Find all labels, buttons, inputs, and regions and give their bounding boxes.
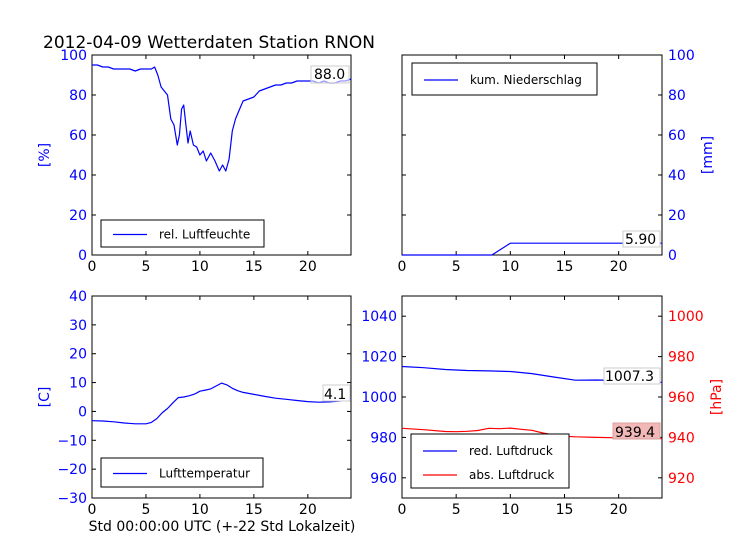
y-tick-label: 1020 xyxy=(361,350,397,366)
series-line xyxy=(402,242,662,256)
y-tick-label: −20 xyxy=(57,462,87,478)
chart-humidity: 0 5 10 15 20 0 20 40 60 80 100 [%] 88.0 rel. Luftfeuc… xyxy=(37,48,352,275)
plot-frame xyxy=(91,295,352,499)
current-value-label: 939.4 xyxy=(615,425,655,441)
y-tick-label: 40 xyxy=(668,168,686,184)
legend-box xyxy=(411,62,598,96)
x-tick-label: 20 xyxy=(610,259,628,275)
y-tick-label: −30 xyxy=(57,491,87,507)
y-tick-label: 980 xyxy=(370,430,397,446)
chart-pressure: 0 5 10 15 20 960 980 1000 1020 1040 920 940 960 980 10… xyxy=(361,295,725,518)
legend-label: abs. Luftdruck xyxy=(469,468,554,482)
legend-label: rel. Luftfeuchte xyxy=(159,228,250,242)
y-axis-label: [mm] xyxy=(700,136,716,174)
current-value-label: 1007.3 xyxy=(605,369,654,385)
y-axis-label-right: [hPa] xyxy=(709,379,725,415)
y-tick-label-right: 940 xyxy=(668,430,695,446)
page-title: 2012-04-09 Wetterdaten Station RNON xyxy=(43,33,375,53)
x-tick-label: 0 xyxy=(398,259,407,275)
value-label-box xyxy=(310,65,350,84)
x-tick-label: 0 xyxy=(88,502,97,518)
x-tick-label: 20 xyxy=(299,502,317,518)
chart-precipitation: 0 5 10 15 20 0 20 40 60 80 100 [mm] 5.90 kum. Nieders… xyxy=(398,48,716,275)
x-axis-label: Std 00:00:00 UTC (+-22 Std Lokalzeit) xyxy=(89,519,356,535)
legend-box xyxy=(100,219,265,248)
x-tick-label: 10 xyxy=(191,259,209,275)
x-tick-label: 5 xyxy=(141,259,150,275)
y-tick-label-right: 920 xyxy=(668,471,695,487)
x-tick-label: 0 xyxy=(88,259,97,275)
current-value-label: 88.0 xyxy=(314,67,345,83)
legend-box xyxy=(100,457,264,488)
legend-label: kum. Niederschlag xyxy=(470,73,582,87)
y-tick-label: 0 xyxy=(78,404,87,420)
y-tick-label: 1040 xyxy=(361,309,397,325)
legend-label: red. Luftdruck xyxy=(469,444,553,458)
y-tick-label: 80 xyxy=(69,88,87,104)
x-tick-label: 20 xyxy=(299,259,317,275)
plot-frame xyxy=(91,54,352,256)
y-tick-label-right: 1000 xyxy=(668,309,704,325)
y-tick-label: 100 xyxy=(668,48,695,64)
x-tick-label: 10 xyxy=(501,259,519,275)
current-value-label: 5.90 xyxy=(625,232,656,248)
plot-frame xyxy=(401,54,663,256)
x-tick-label: 20 xyxy=(610,502,628,518)
y-tick-label: 10 xyxy=(69,376,87,392)
legend-label: Lufttemperatur xyxy=(159,467,250,481)
y-tick-label: 20 xyxy=(69,208,87,224)
y-tick-label-right: 960 xyxy=(668,390,695,406)
x-tick-label: 10 xyxy=(191,502,209,518)
y-tick-label: 20 xyxy=(69,347,87,363)
x-tick-label: 15 xyxy=(245,502,263,518)
y-tick-label: 40 xyxy=(69,289,87,305)
y-tick-label: 0 xyxy=(668,248,677,264)
y-axis-label: [%] xyxy=(37,143,53,167)
y-tick-label: 40 xyxy=(69,168,87,184)
y-tick-label: 60 xyxy=(69,128,87,144)
y-tick-label: 0 xyxy=(78,248,87,264)
y-tick-label: 30 xyxy=(69,318,87,334)
x-tick-label: 5 xyxy=(141,502,150,518)
x-tick-label: 15 xyxy=(556,259,574,275)
y-tick-label-right: 980 xyxy=(668,350,695,366)
y-axis-label: [C] xyxy=(37,387,53,408)
current-value-label: 4.1 xyxy=(324,387,346,403)
y-tick-label: 20 xyxy=(668,208,686,224)
value-label-box xyxy=(612,422,661,440)
value-label-box xyxy=(622,230,661,248)
y-tick-label: −10 xyxy=(57,433,87,449)
legend-box xyxy=(410,433,570,489)
x-tick-label: 5 xyxy=(452,259,461,275)
series-line xyxy=(91,382,352,425)
x-tick-label: 0 xyxy=(398,502,407,518)
value-label-box xyxy=(322,384,351,402)
y-tick-label: 100 xyxy=(60,48,87,64)
series-line xyxy=(92,64,352,172)
x-tick-label: 10 xyxy=(501,502,519,518)
series-line xyxy=(401,427,663,440)
y-tick-label: 1000 xyxy=(361,390,397,406)
x-tick-label: 15 xyxy=(556,502,574,518)
value-label-box xyxy=(603,367,661,385)
x-tick-label: 15 xyxy=(245,259,263,275)
y-tick-label: 60 xyxy=(668,128,686,144)
x-tick-label: 5 xyxy=(452,502,461,518)
chart-temperature: 0 5 10 15 20 −30 −20 −10 0 10 20 30 40 [C] Std 00:00:0… xyxy=(37,289,355,535)
y-tick-label: 960 xyxy=(370,471,397,487)
y-tick-label: 80 xyxy=(668,88,686,104)
